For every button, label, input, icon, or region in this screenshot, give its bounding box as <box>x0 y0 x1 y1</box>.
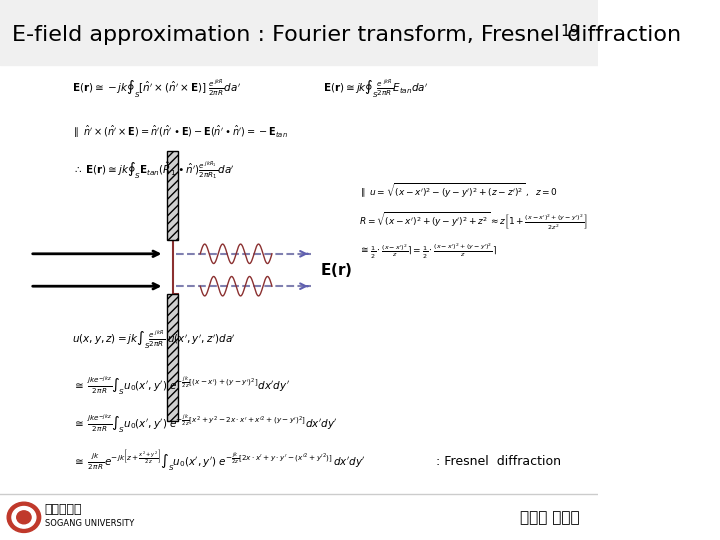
Bar <box>167 151 178 240</box>
Text: E-field approximation : Fourier transform, Fresnel diffraction: E-field approximation : Fourier transfor… <box>12 25 681 45</box>
Text: $\cong\;\frac{jk}{2\pi\,R}e^{-jk\left[z+\frac{x^2+y^2}{2z}\right]}\int_{S}u_0(x^: $\cong\;\frac{jk}{2\pi\,R}e^{-jk\left[z+… <box>72 449 366 475</box>
Text: $\therefore\;\mathbf{E}(\mathbf{r})\cong jk\oint_{S}\mathbf{E}_{tan}(\hat{R}_{1}: $\therefore\;\mathbf{E}(\mathbf{r})\cong… <box>72 159 235 181</box>
Circle shape <box>12 507 36 528</box>
Text: 전자파 연구실: 전자파 연구실 <box>520 510 580 525</box>
Text: $\mathbf{E}(\mathbf{r})\cong jk\oint_{S}\frac{e^{\;jkR}}{2\pi R}E_{tan}da^{\prim: $\mathbf{E}(\mathbf{r})\cong jk\oint_{S}… <box>323 78 428 100</box>
Text: $\parallel\;u=\sqrt{(x-x^{\prime})^2-(y-y^{\prime})^2+(z-z^{\prime})^2}\;,\;\;z=: $\parallel\;u=\sqrt{(x-x^{\prime})^2-(y-… <box>359 182 557 201</box>
Text: SOGANG UNIVERSITY: SOGANG UNIVERSITY <box>45 519 134 528</box>
Text: $\cong\;\frac{jke^{-jkz}}{2\pi\,R}\int_{S}u_0(x^{\prime},y^{\prime})\;e^{-\frac{: $\cong\;\frac{jke^{-jkz}}{2\pi\,R}\int_{… <box>72 413 338 435</box>
Text: $\mathbf{E}(\mathbf{r})\cong -jk\oint_{S}[\hat{n}^{\prime}\times(\hat{n}^{\prime: $\mathbf{E}(\mathbf{r})\cong -jk\oint_{S… <box>72 78 241 100</box>
Bar <box>0 0 598 65</box>
Text: : Fresnel  diffraction: : Fresnel diffraction <box>436 455 562 468</box>
Circle shape <box>17 511 31 524</box>
Text: 19: 19 <box>560 24 580 39</box>
Text: $\cong\;\frac{jke^{-jkz}}{2\pi\,R}\int_{S}u_0(x^{\prime},y^{\prime})\;e^{-\frac{: $\cong\;\frac{jke^{-jkz}}{2\pi\,R}\int_{… <box>72 375 290 397</box>
Bar <box>167 294 178 421</box>
Text: $u(x,y,z)=jk\int_{S}\frac{e^{\;jkR}}{2\pi R}\;u(x^{\prime},y^{\prime},z^{\prime}: $u(x,y,z)=jk\int_{S}\frac{e^{\;jkR}}{2\p… <box>72 329 235 351</box>
Text: $\parallel\;\hat{n}^{\prime}\times(\hat{n}^{\prime}\times\mathbf{E})=\hat{n}^{\p: $\parallel\;\hat{n}^{\prime}\times(\hat{… <box>72 124 288 140</box>
Text: $\cong\frac{1}{2}\cdot\frac{(x-x^{\prime})^2}{z}\rceil=\frac{1}{2}\cdot\frac{(x-: $\cong\frac{1}{2}\cdot\frac{(x-x^{\prime… <box>359 241 497 261</box>
Text: 서강대학교: 서강대학교 <box>45 503 82 516</box>
Text: $R=\sqrt{(x-x^{\prime})^2+(y-y^{\prime})^2+z^2}\approx z\left[1+\frac{(x-x^{\pri: $R=\sqrt{(x-x^{\prime})^2+(y-y^{\prime})… <box>359 211 588 232</box>
Text: $\mathbf{E(r)}$: $\mathbf{E(r)}$ <box>320 261 352 279</box>
Circle shape <box>7 502 40 532</box>
